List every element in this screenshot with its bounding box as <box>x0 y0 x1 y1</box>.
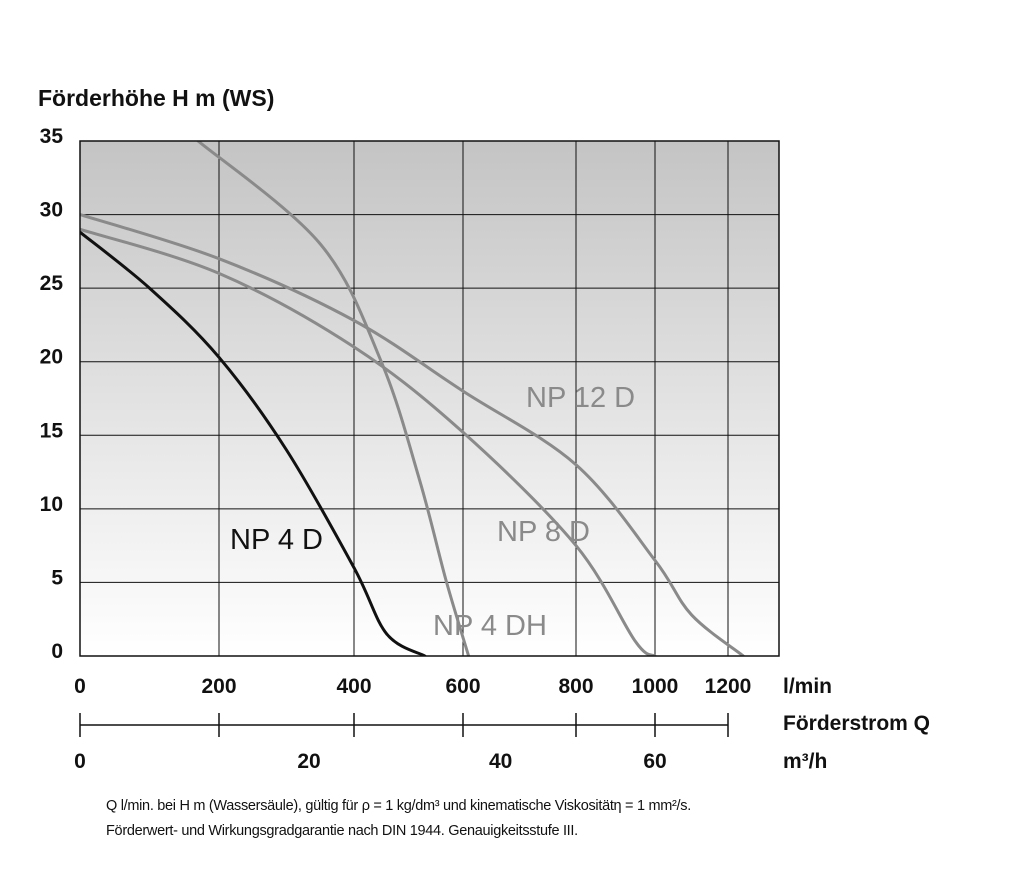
x2-tick-label-3: 60 <box>643 750 666 773</box>
secondary-x-axis-m3h: 0 20 40 60 <box>74 713 729 773</box>
series-line-np-4-d <box>80 230 427 656</box>
x-tick-label-4: 800 <box>558 675 593 698</box>
y-tick-label-1: 5 <box>51 566 63 589</box>
series-line-np-8-d <box>80 227 657 656</box>
gridlines <box>80 140 779 657</box>
x2-tick-label-2: 40 <box>489 750 512 773</box>
x-axis-unit-lpm: l/min <box>783 675 832 698</box>
plot-area <box>80 141 779 656</box>
footnote-line-1: Q l/min. bei H m (Wassersäule), gültig f… <box>106 798 691 814</box>
x-tick-label-0: 0 <box>74 675 86 698</box>
series-labels: NP 4 D NP 4 DH NP 8 D NP 12 D <box>230 382 635 642</box>
footnote-line-2: Förderwert- und Wirkungsgradgarantie nac… <box>106 823 578 839</box>
series-lines <box>80 141 745 656</box>
y-tick-label-4: 20 <box>40 346 63 369</box>
x-tick-label-6: 1200 <box>705 675 752 698</box>
x2-tick-label-1: 20 <box>297 750 320 773</box>
series-label-np-8-d: NP 8 D <box>497 516 590 548</box>
x-tick-label-1: 200 <box>201 675 236 698</box>
y-tick-label-6: 30 <box>40 199 63 222</box>
series-line-np-12-d <box>80 213 745 656</box>
x-tick-label-5: 1000 <box>632 675 679 698</box>
y-tick-labels: 0 5 10 15 20 25 30 35 <box>40 125 64 663</box>
series-label-np-4-dh: NP 4 DH <box>433 610 547 642</box>
x-tick-labels-lpm: 0 200 400 600 800 1000 1200 <box>74 675 751 698</box>
y-tick-label-3: 15 <box>40 419 64 442</box>
y-tick-label-0: 0 <box>51 640 63 663</box>
series-label-np-12-d: NP 12 D <box>526 382 635 414</box>
x2-axis-unit: m³/h <box>783 750 827 773</box>
x-tick-label-2: 400 <box>336 675 371 698</box>
y-tick-label-2: 10 <box>40 493 63 516</box>
y-axis-title: Förderhöhe H m (WS) <box>38 85 274 111</box>
x2-axis-title: Förderstrom Q <box>783 712 930 735</box>
y-tick-label-7: 35 <box>40 125 64 148</box>
series-label-np-4-d: NP 4 D <box>230 524 323 556</box>
x2-tick-label-0: 0 <box>74 750 86 773</box>
series-line-np-4-dh <box>196 141 471 656</box>
plot-frame <box>79 140 780 657</box>
x-tick-label-3: 600 <box>445 675 480 698</box>
y-tick-label-5: 25 <box>40 272 64 295</box>
